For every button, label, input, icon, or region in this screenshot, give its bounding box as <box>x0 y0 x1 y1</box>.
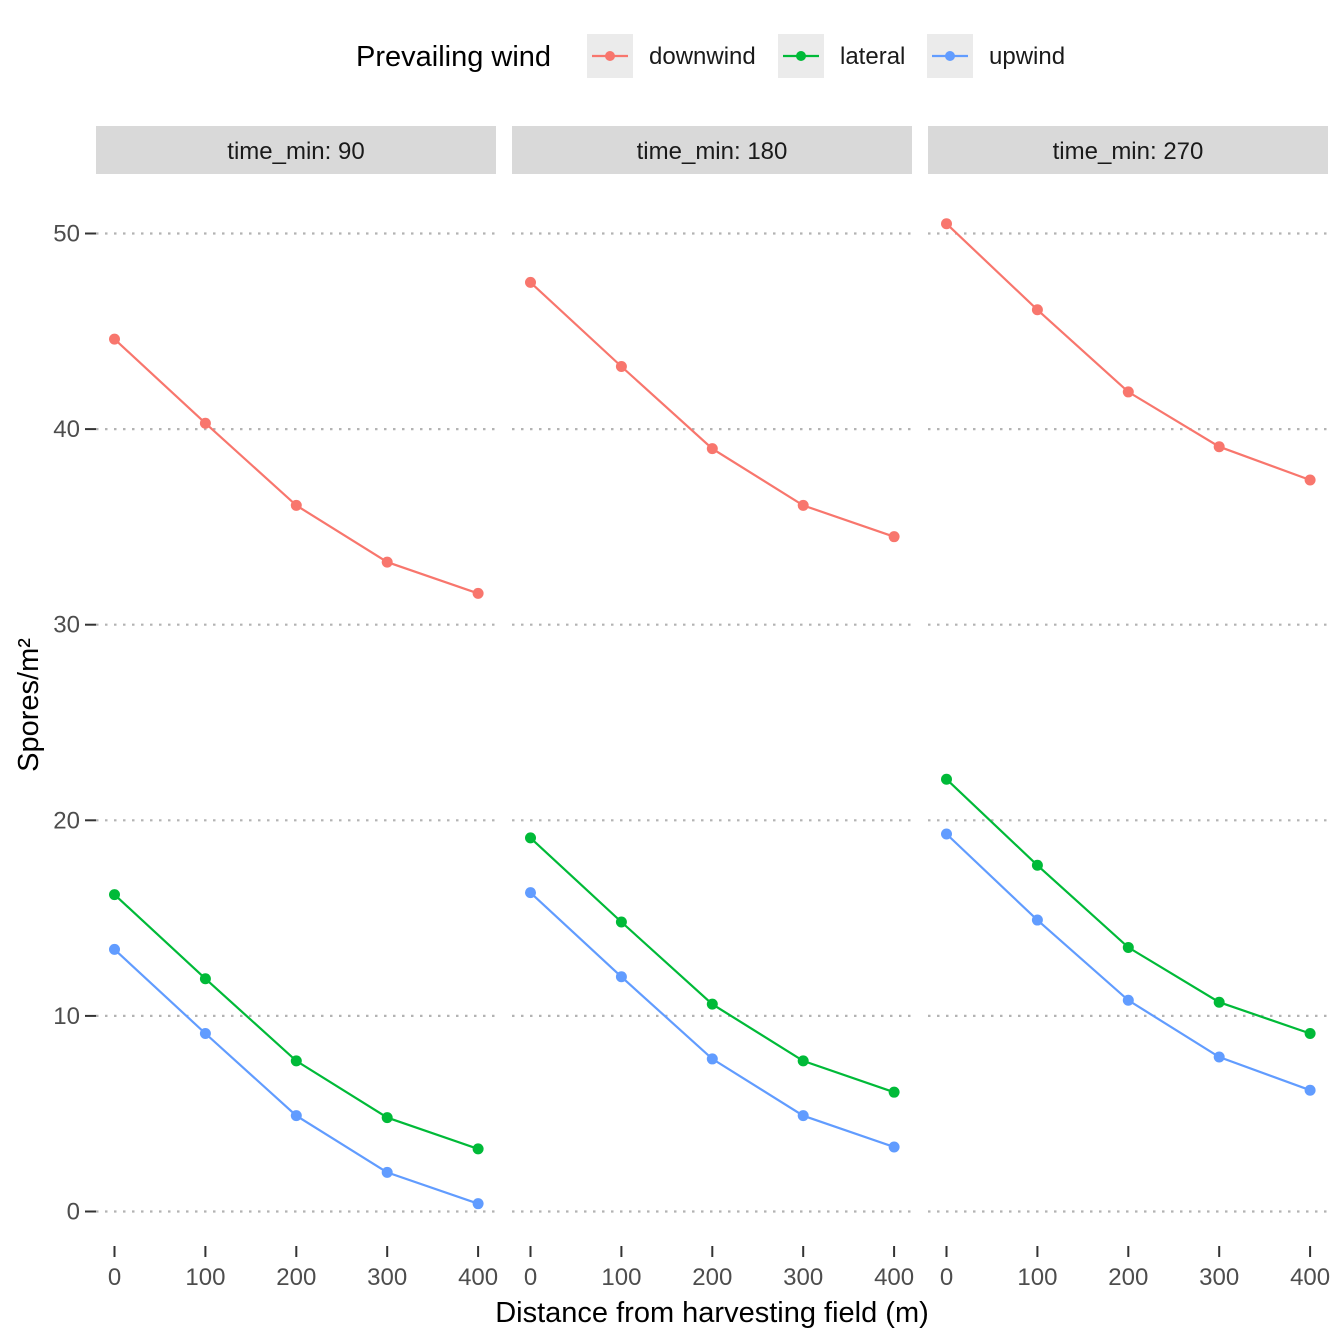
x-tick-label-300: 300 <box>783 1264 823 1291</box>
data-point-downwind-0 <box>941 218 952 230</box>
series-line-downwind <box>529 281 895 538</box>
data-point-lateral-400 <box>888 1086 900 1098</box>
legend: Prevailing wind downwind lateral upwind <box>356 34 1065 78</box>
legend-key-point-upwind <box>945 51 955 61</box>
y-axis-title: Spores/m² <box>13 638 45 772</box>
facet-strip-label: time_min: 270 <box>1053 138 1204 165</box>
data-point-lateral-400 <box>1304 1028 1316 1040</box>
series-line-upwind <box>529 891 895 1149</box>
data-point-lateral-200 <box>290 1055 302 1067</box>
facet-strip <box>512 126 912 174</box>
data-point-lateral-0 <box>109 889 120 901</box>
x-tick-label-0: 0 <box>108 1264 121 1291</box>
data-point-upwind-300 <box>1213 1051 1225 1063</box>
data-point-downwind-300 <box>797 499 809 511</box>
data-point-upwind-200 <box>1122 994 1134 1006</box>
legend-label-upwind: upwind <box>989 43 1065 70</box>
data-point-downwind-300 <box>381 556 393 568</box>
x-tick-label-400: 400 <box>458 1264 498 1291</box>
data-point-downwind-400 <box>1304 474 1316 486</box>
data-point-upwind-200 <box>290 1110 302 1122</box>
data-point-downwind-200 <box>1122 386 1134 398</box>
x-tick-label-200: 200 <box>1108 1264 1148 1291</box>
data-point-upwind-400 <box>1304 1084 1316 1096</box>
x-tick-label-400: 400 <box>1290 1264 1330 1291</box>
facet-panel-3: time_min: 270 0 100 200 300 400 <box>928 126 1330 1291</box>
data-point-upwind-0 <box>525 887 536 899</box>
facet-strip-label: time_min: 90 <box>227 138 364 165</box>
facet-strip <box>928 126 1328 174</box>
y-tick-label-20: 20 <box>53 807 80 834</box>
series-line-downwind <box>945 222 1311 482</box>
data-point-lateral-300 <box>1213 996 1225 1008</box>
data-point-lateral-0 <box>941 773 952 785</box>
x-tick-label-200: 200 <box>692 1264 732 1291</box>
data-point-downwind-100 <box>615 361 627 373</box>
data-point-lateral-200 <box>706 998 718 1010</box>
legend-key-point-lateral <box>796 51 806 61</box>
data-point-upwind-0 <box>941 828 952 840</box>
data-point-downwind-100 <box>1031 304 1043 316</box>
series-line-upwind <box>945 833 1311 1092</box>
data-point-downwind-400 <box>888 531 900 543</box>
x-tick-label-0: 0 <box>940 1264 953 1291</box>
y-tick-label-40: 40 <box>53 416 80 443</box>
legend-item-upwind: upwind <box>927 34 1065 78</box>
x-tick-label-200: 200 <box>276 1264 316 1291</box>
data-point-downwind-200 <box>706 443 718 455</box>
facet-panel-1: time_min: 90 0 100 200 300 400 <box>96 126 498 1291</box>
y-axis: 0 10 20 30 40 50 <box>53 221 96 1226</box>
series-line-upwind <box>113 948 479 1205</box>
data-point-downwind-200 <box>290 499 302 511</box>
facet-panel-2: time_min: 180 0 100 200 300 400 <box>512 126 914 1291</box>
y-tick-label-30: 30 <box>53 612 80 639</box>
x-tick-label-100: 100 <box>601 1264 641 1291</box>
data-point-lateral-200 <box>1122 941 1134 953</box>
data-point-lateral-100 <box>199 973 211 985</box>
x-tick-label-100: 100 <box>185 1264 225 1291</box>
legend-key-point-downwind <box>605 51 615 61</box>
data-point-upwind-300 <box>797 1110 809 1122</box>
legend-label-lateral: lateral <box>840 43 905 70</box>
series-line-downwind <box>113 338 479 595</box>
legend-item-downwind: downwind <box>587 34 756 78</box>
legend-title: Prevailing wind <box>356 41 551 73</box>
x-tick-label-400: 400 <box>874 1264 914 1291</box>
x-tick-label-0: 0 <box>524 1264 537 1291</box>
data-point-lateral-400 <box>472 1143 484 1155</box>
facet-panels: time_min: 90 0 100 200 300 400 time_min: 180 0 1… <box>96 126 1330 1291</box>
legend-item-lateral: lateral <box>778 34 905 78</box>
data-point-upwind-100 <box>199 1028 211 1040</box>
data-point-upwind-400 <box>888 1141 900 1153</box>
data-point-upwind-0 <box>109 943 120 955</box>
data-point-lateral-100 <box>1031 859 1043 871</box>
data-point-upwind-200 <box>706 1053 718 1065</box>
x-axis-title: Distance from harvesting field (m) <box>495 1297 929 1329</box>
data-point-upwind-400 <box>472 1198 484 1210</box>
data-point-lateral-300 <box>797 1055 809 1067</box>
x-tick-label-300: 300 <box>367 1264 407 1291</box>
y-tick-label-10: 10 <box>53 1003 80 1030</box>
data-point-downwind-0 <box>109 333 120 345</box>
y-tick-label-50: 50 <box>53 221 80 248</box>
data-point-lateral-100 <box>615 916 627 928</box>
data-point-downwind-0 <box>525 276 536 288</box>
data-point-upwind-300 <box>381 1166 393 1178</box>
y-tick-label-0: 0 <box>67 1199 80 1226</box>
data-point-lateral-0 <box>525 832 536 844</box>
data-point-lateral-300 <box>381 1112 393 1124</box>
data-point-downwind-400 <box>472 587 484 599</box>
x-tick-label-300: 300 <box>1199 1264 1239 1291</box>
facet-strip-label: time_min: 180 <box>637 138 788 165</box>
x-tick-label-100: 100 <box>1017 1264 1057 1291</box>
data-point-downwind-300 <box>1213 441 1225 453</box>
data-point-upwind-100 <box>615 971 627 983</box>
data-point-upwind-100 <box>1031 914 1043 926</box>
legend-label-downwind: downwind <box>649 43 756 70</box>
facet-strip <box>96 126 496 174</box>
data-point-downwind-100 <box>199 417 211 429</box>
